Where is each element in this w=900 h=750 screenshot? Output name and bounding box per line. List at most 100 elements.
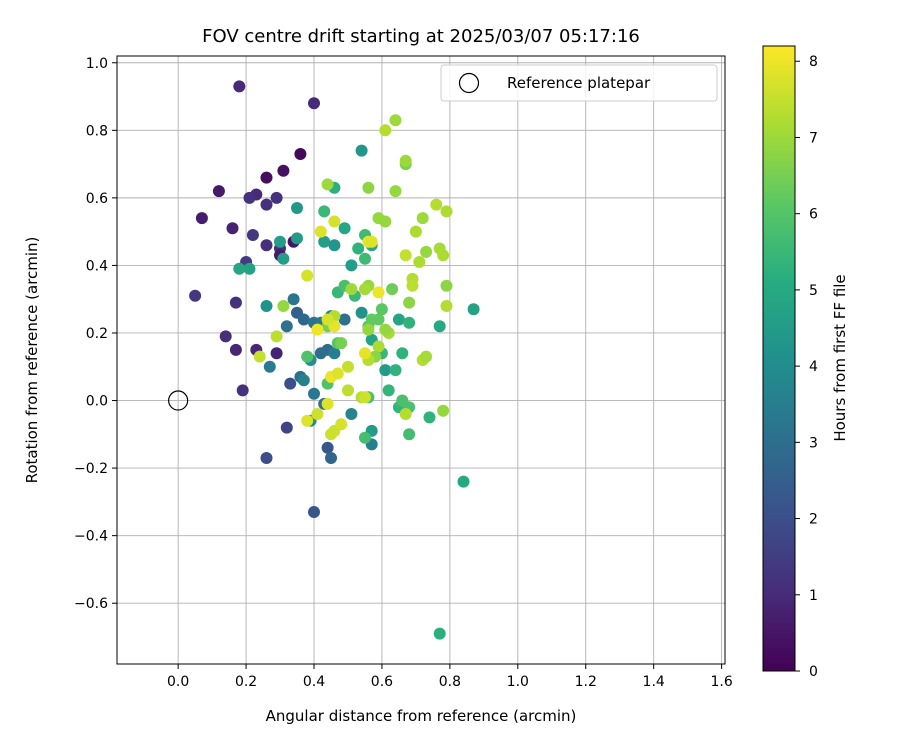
colorbar-tick-label: 5 <box>809 283 818 299</box>
data-points <box>189 80 480 640</box>
data-point <box>260 300 273 312</box>
data-point <box>437 249 450 262</box>
y-tick-label: −0.4 <box>74 529 108 545</box>
data-point <box>362 181 375 194</box>
data-point <box>301 269 314 282</box>
data-point <box>260 171 273 184</box>
data-point <box>277 252 290 265</box>
data-point <box>277 164 290 177</box>
data-point <box>274 235 286 248</box>
data-point <box>440 300 453 312</box>
y-tick-label: −0.6 <box>74 596 108 612</box>
data-point <box>308 97 320 110</box>
data-point <box>423 411 436 424</box>
data-point <box>396 347 409 360</box>
data-point <box>379 215 392 228</box>
colorbar-tick-label: 7 <box>809 130 818 146</box>
data-point <box>409 225 422 238</box>
data-point <box>335 337 348 350</box>
data-point <box>277 300 290 312</box>
colorbar-tick-label: 6 <box>809 207 818 223</box>
data-point <box>389 185 402 198</box>
grid <box>117 56 725 664</box>
data-point <box>342 384 354 397</box>
data-point <box>325 428 337 441</box>
data-point <box>345 283 358 296</box>
data-point <box>297 374 310 387</box>
data-point <box>284 377 297 390</box>
data-point <box>372 286 385 299</box>
data-point <box>345 259 358 272</box>
legend-box <box>440 64 718 102</box>
data-point <box>406 279 419 292</box>
data-point <box>359 252 371 265</box>
x-tick-label: 1.6 <box>710 674 732 690</box>
y-tick-label: 0.2 <box>86 326 108 342</box>
data-point <box>413 256 426 268</box>
plot-frame <box>116 55 726 665</box>
data-point <box>372 313 385 326</box>
data-point <box>467 303 480 316</box>
y-tick-label: 1.0 <box>86 56 108 72</box>
data-point <box>420 245 433 258</box>
data-point <box>308 387 320 400</box>
data-point <box>403 428 416 441</box>
data-point <box>399 249 412 262</box>
data-point <box>437 404 450 417</box>
colorbar-tick-label: 2 <box>809 512 818 528</box>
data-point <box>430 198 443 211</box>
colorbar-label: Hours from first FF file <box>831 274 849 441</box>
data-point <box>301 350 314 363</box>
y-tick-label: 0.6 <box>86 191 108 207</box>
data-point <box>365 235 378 248</box>
data-point <box>321 178 334 191</box>
data-point <box>389 364 402 377</box>
data-point <box>420 350 433 363</box>
data-point <box>287 293 300 306</box>
data-point <box>212 185 225 198</box>
data-point <box>321 441 334 454</box>
data-point <box>392 313 405 326</box>
data-point <box>280 320 293 333</box>
legend-reference-marker <box>458 72 480 94</box>
data-point <box>321 397 334 410</box>
data-point <box>260 452 273 464</box>
data-point <box>291 202 303 214</box>
data-point <box>338 313 351 326</box>
data-point <box>321 313 334 326</box>
data-point <box>342 360 354 373</box>
data-point <box>325 452 337 464</box>
x-axis-ticks: 0.0 0.2 0.4 0.6 0.8 1.0 1.2 1.4 1.6 <box>167 664 733 690</box>
data-point <box>416 212 429 225</box>
data-point <box>311 323 324 336</box>
data-point <box>345 408 358 420</box>
data-point <box>263 360 276 373</box>
colorbar-tick-label: 4 <box>809 359 818 375</box>
data-point <box>359 431 371 444</box>
data-point <box>260 198 273 211</box>
data-point <box>433 627 446 640</box>
data-point <box>229 296 242 309</box>
chart-title: FOV centre drift starting at 2025/03/07 … <box>202 26 640 47</box>
data-point <box>355 144 368 157</box>
data-point <box>440 205 453 218</box>
data-point <box>318 205 331 218</box>
data-point <box>243 262 256 275</box>
data-point <box>270 347 283 360</box>
data-point <box>396 394 409 407</box>
data-point <box>328 239 341 252</box>
data-point <box>260 239 273 252</box>
data-point <box>270 191 283 204</box>
data-point <box>219 330 232 343</box>
data-point <box>359 283 371 296</box>
data-point <box>362 323 375 336</box>
data-point <box>243 191 256 204</box>
data-point <box>233 262 246 275</box>
data-point <box>236 384 249 397</box>
data-point <box>440 279 453 292</box>
data-point <box>311 408 324 420</box>
data-point <box>403 316 416 329</box>
x-tick-label: 1.0 <box>507 674 529 690</box>
data-point <box>403 296 416 309</box>
